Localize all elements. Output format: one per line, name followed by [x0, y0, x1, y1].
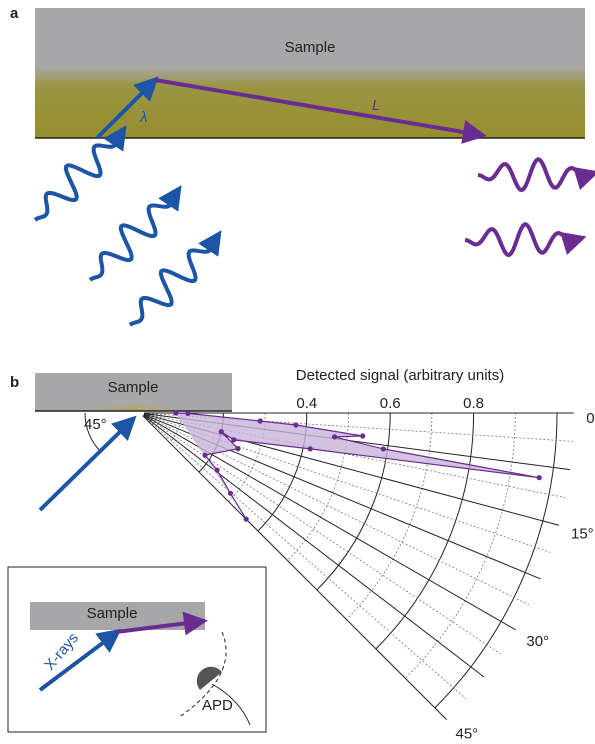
- signal-point: [173, 410, 178, 415]
- wave: [478, 159, 588, 190]
- length-label: L: [372, 97, 380, 114]
- signal-point: [258, 418, 263, 423]
- theta-tick-label: 0°: [586, 410, 595, 427]
- signal-point: [244, 517, 249, 522]
- signal-point: [231, 437, 236, 442]
- sample-label: Sample: [108, 379, 159, 396]
- r-axis-title: Detected signal (arbitrary units): [296, 367, 504, 384]
- theta-tick-label: 15°: [571, 525, 594, 542]
- signal-point: [228, 491, 233, 496]
- figure: a Sample λ L b Sample 45° 0.4 0.6 0.8 Detec…: [0, 0, 595, 739]
- signal-point: [185, 411, 190, 416]
- r-tick-label: 0.6: [380, 395, 401, 412]
- signal-point: [202, 453, 207, 458]
- signal-point: [360, 433, 365, 438]
- wave: [90, 195, 175, 280]
- theta-tick-label: 30°: [526, 633, 549, 650]
- sample-label: Sample: [87, 605, 138, 622]
- wave: [35, 135, 120, 220]
- signal-point: [332, 434, 337, 439]
- signal-point: [308, 446, 313, 451]
- wave: [465, 224, 575, 255]
- angle-label: 45°: [84, 416, 107, 433]
- wave: [130, 240, 215, 325]
- panel-label: a: [10, 5, 19, 22]
- signal-point: [214, 467, 219, 472]
- wavelength-label: λ: [139, 109, 147, 126]
- r-tick-label: 0.4: [296, 395, 317, 412]
- incident-beam: [40, 424, 128, 510]
- signal-point: [219, 429, 224, 434]
- detector-label: APD: [202, 697, 233, 714]
- theta-tick-label: 45°: [456, 725, 479, 739]
- signal-point: [293, 422, 298, 427]
- signal-point: [537, 475, 542, 480]
- signal-point: [381, 446, 386, 451]
- signal-point: [235, 446, 240, 451]
- panel-label: b: [10, 374, 19, 391]
- sample-label: Sample: [285, 39, 336, 56]
- glow: [90, 395, 180, 411]
- r-tick-label: 0.8: [463, 395, 484, 412]
